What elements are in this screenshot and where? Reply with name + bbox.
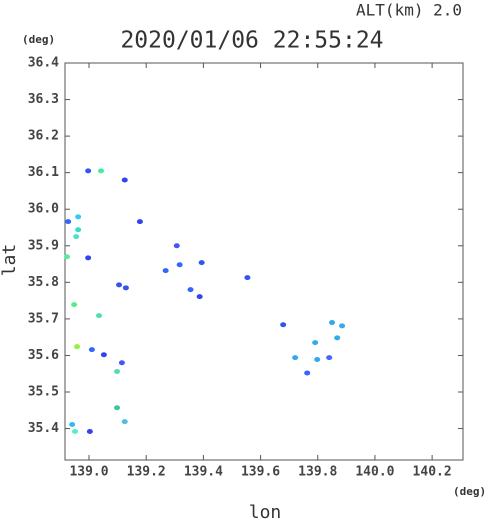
- y-tick-label: 36.2: [28, 129, 59, 144]
- echo-point: [280, 322, 287, 328]
- y-tick-label: 36.1: [28, 165, 59, 180]
- annotation: ALT(km) 2.0: [356, 1, 462, 20]
- echo-point: [69, 422, 76, 428]
- echo-point: [136, 219, 143, 225]
- echo-point: [114, 405, 121, 411]
- echo-point: [326, 355, 333, 361]
- echo-point: [196, 294, 203, 300]
- echo-point: [65, 219, 72, 225]
- echo-point: [312, 340, 319, 346]
- echo-point: [334, 335, 341, 341]
- echo-point: [75, 214, 82, 220]
- x-axis-label: lon: [249, 502, 282, 521]
- echo-point: [121, 177, 128, 183]
- echo-point: [118, 360, 125, 366]
- echo-point: [292, 355, 299, 361]
- echo-point: [75, 227, 82, 233]
- y-tick-label: 36.3: [28, 92, 59, 107]
- x-tick-label: 140.2: [413, 465, 452, 480]
- echo-point: [198, 260, 205, 266]
- echo-point: [114, 369, 121, 375]
- x-tick-label: 139.4: [184, 465, 223, 480]
- x-tick-label: 139.8: [298, 465, 337, 480]
- echo-point: [96, 313, 103, 319]
- echo-point: [85, 168, 92, 174]
- y-tick-label: 35.7: [28, 311, 59, 326]
- echo-point: [72, 428, 79, 434]
- echo-point: [314, 356, 321, 362]
- echo-point: [162, 268, 169, 274]
- y-tick-label: 36.4: [28, 56, 59, 71]
- echo-point: [329, 320, 336, 326]
- echo-point: [116, 282, 123, 288]
- echo-point: [187, 287, 194, 293]
- y-tick-label: 35.5: [28, 385, 59, 400]
- x-tick-label: 139.6: [241, 465, 280, 480]
- y-tick-label: 35.4: [28, 421, 59, 436]
- y-axis-label: lat: [0, 244, 20, 277]
- echo-point: [339, 323, 346, 329]
- x-tick-label: 139.0: [69, 465, 108, 480]
- echo-point: [64, 254, 71, 260]
- x-tick-label: 140.0: [355, 465, 394, 480]
- plot-frame: [64, 62, 464, 461]
- echo-point: [122, 285, 129, 291]
- x-unit: (deg): [453, 485, 486, 498]
- y-tick-label: 35.6: [28, 348, 59, 363]
- echo-point: [85, 255, 92, 261]
- echo-point: [173, 243, 180, 249]
- y-tick-label: 36.0: [28, 202, 59, 217]
- x-tick-label: 139.2: [127, 465, 166, 480]
- echo-point: [304, 370, 311, 376]
- y-tick-label: 35.9: [28, 238, 59, 253]
- y-tick-label: 35.8: [28, 275, 59, 290]
- echo-point: [73, 234, 80, 240]
- echo-point: [71, 302, 78, 308]
- echo-point: [86, 428, 93, 434]
- echo-point: [88, 347, 95, 353]
- echo-point: [74, 344, 81, 350]
- echo-point: [100, 352, 107, 358]
- echo-point: [121, 419, 128, 425]
- chart-title: 2020/01/06 22:55:24: [120, 28, 383, 54]
- y-unit: (deg): [22, 33, 55, 46]
- echo-point: [176, 262, 183, 268]
- echo-point: [98, 168, 105, 174]
- echo-point: [244, 275, 251, 281]
